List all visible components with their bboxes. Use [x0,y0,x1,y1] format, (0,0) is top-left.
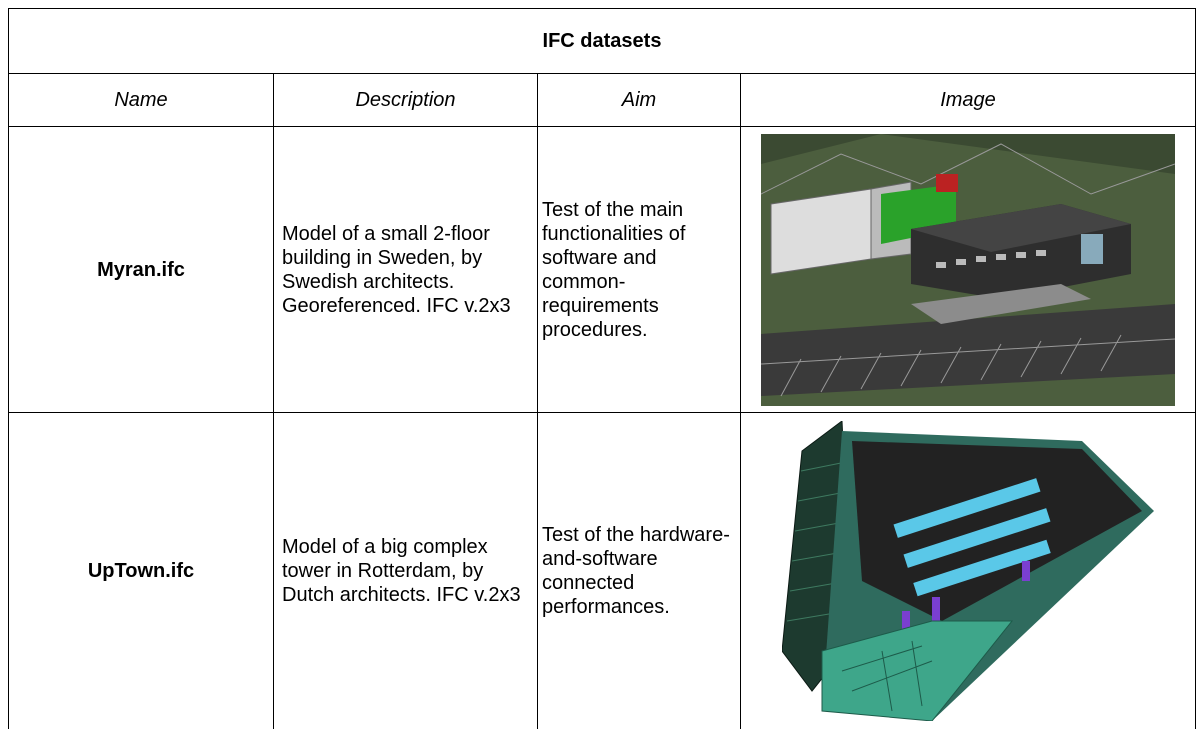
dataset-description: Model of a small 2-floor building in Swe… [273,126,538,413]
header-cell: Aim [537,73,741,127]
dataset-name: UpTown.ifc [8,412,274,729]
uptown-model-image [782,421,1154,721]
table-title: IFC datasets [8,8,1196,74]
datasets-table: IFC datasets Name Description Aim Image … [8,8,1196,729]
myran-model-image [761,133,1175,406]
dataset-aim: Test of the main functionalities of soft… [537,126,741,413]
image-cell [740,412,1196,729]
header-cell: Description [273,73,538,127]
header-cell: Image [740,73,1196,127]
dataset-aim: Test of the hardware-and-software connec… [537,412,741,729]
dataset-description: Model of a big complex tower in Rotterda… [273,412,538,729]
image-cell [740,126,1196,413]
header-cell: Name [8,73,274,127]
dataset-name: Myran.ifc [8,126,274,413]
